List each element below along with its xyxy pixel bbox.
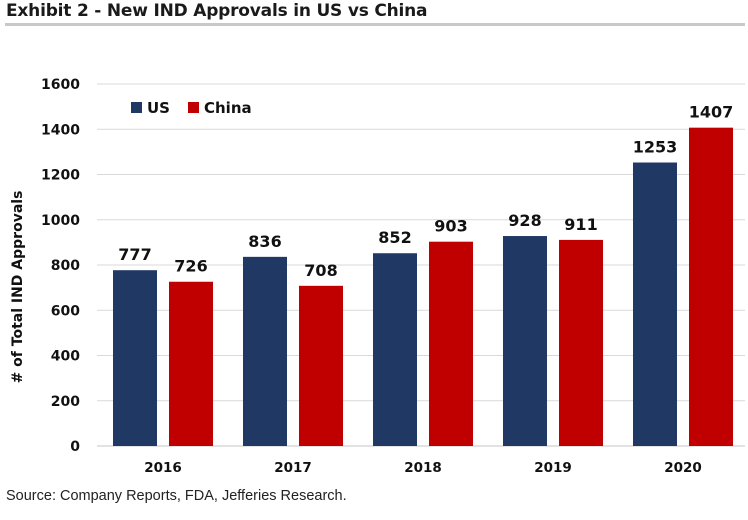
bar-china-2020 <box>689 127 733 446</box>
data-label: 836 <box>248 232 281 251</box>
x-axis-categories: 2016 2017 2018 2019 2020 <box>144 460 702 476</box>
title-divider <box>5 23 745 26</box>
data-labels: 777 726 836 708 852 903 928 911 1253 1407 <box>118 103 733 280</box>
x-category-label: 2017 <box>274 460 312 476</box>
bar-us-2017 <box>243 256 287 446</box>
bar-chart: 0 200 400 600 800 1000 1200 1400 1600 # of Total… <box>10 77 745 476</box>
data-label: 903 <box>434 217 467 236</box>
legend-item-us: US <box>131 99 170 117</box>
y-tick-label: 600 <box>51 303 80 319</box>
y-tick-label: 1200 <box>41 168 80 184</box>
bar-china-2016 <box>169 281 213 446</box>
bar-us-2016 <box>113 270 157 446</box>
data-label: 911 <box>564 215 597 234</box>
source-note: Source: Company Reports, FDA, Jefferies … <box>6 488 347 504</box>
legend-item-china: China <box>188 99 252 117</box>
y-tick-label: 200 <box>51 394 80 410</box>
x-category-label: 2019 <box>534 460 572 476</box>
bar-china-2017 <box>299 285 343 446</box>
bar-us-2018 <box>373 253 417 446</box>
chart-title: Exhibit 2 - New IND Approvals in US vs C… <box>6 1 428 21</box>
x-category-label: 2018 <box>404 460 442 476</box>
bar-us-2019 <box>503 236 547 446</box>
y-tick-label: 1600 <box>41 77 80 93</box>
y-tick-label: 1400 <box>41 122 80 138</box>
x-category-label: 2016 <box>144 460 182 476</box>
legend-label: US <box>147 99 170 117</box>
legend-swatch <box>131 102 142 113</box>
x-category-label: 2020 <box>664 460 702 476</box>
legend: US China <box>131 99 252 117</box>
y-axis-ticks: 0 200 400 600 800 1000 1200 1400 1600 <box>41 77 80 455</box>
y-tick-label: 1000 <box>41 213 80 229</box>
bar-china-2019 <box>559 239 603 446</box>
y-axis-title: # of Total IND Approvals <box>10 191 26 384</box>
data-label: 928 <box>508 211 541 230</box>
y-tick-label: 0 <box>70 439 80 455</box>
data-label: 1407 <box>689 103 734 122</box>
legend-label: China <box>204 99 252 117</box>
y-tick-label: 400 <box>51 349 80 365</box>
legend-swatch <box>188 102 199 113</box>
bars <box>113 127 733 447</box>
bar-us-2020 <box>633 162 677 447</box>
data-label: 708 <box>304 261 337 280</box>
data-label: 1253 <box>633 138 678 157</box>
data-label: 852 <box>378 228 411 247</box>
data-label: 777 <box>118 245 151 264</box>
data-label: 726 <box>174 257 207 276</box>
bar-china-2018 <box>429 241 473 446</box>
y-tick-label: 800 <box>51 258 80 274</box>
